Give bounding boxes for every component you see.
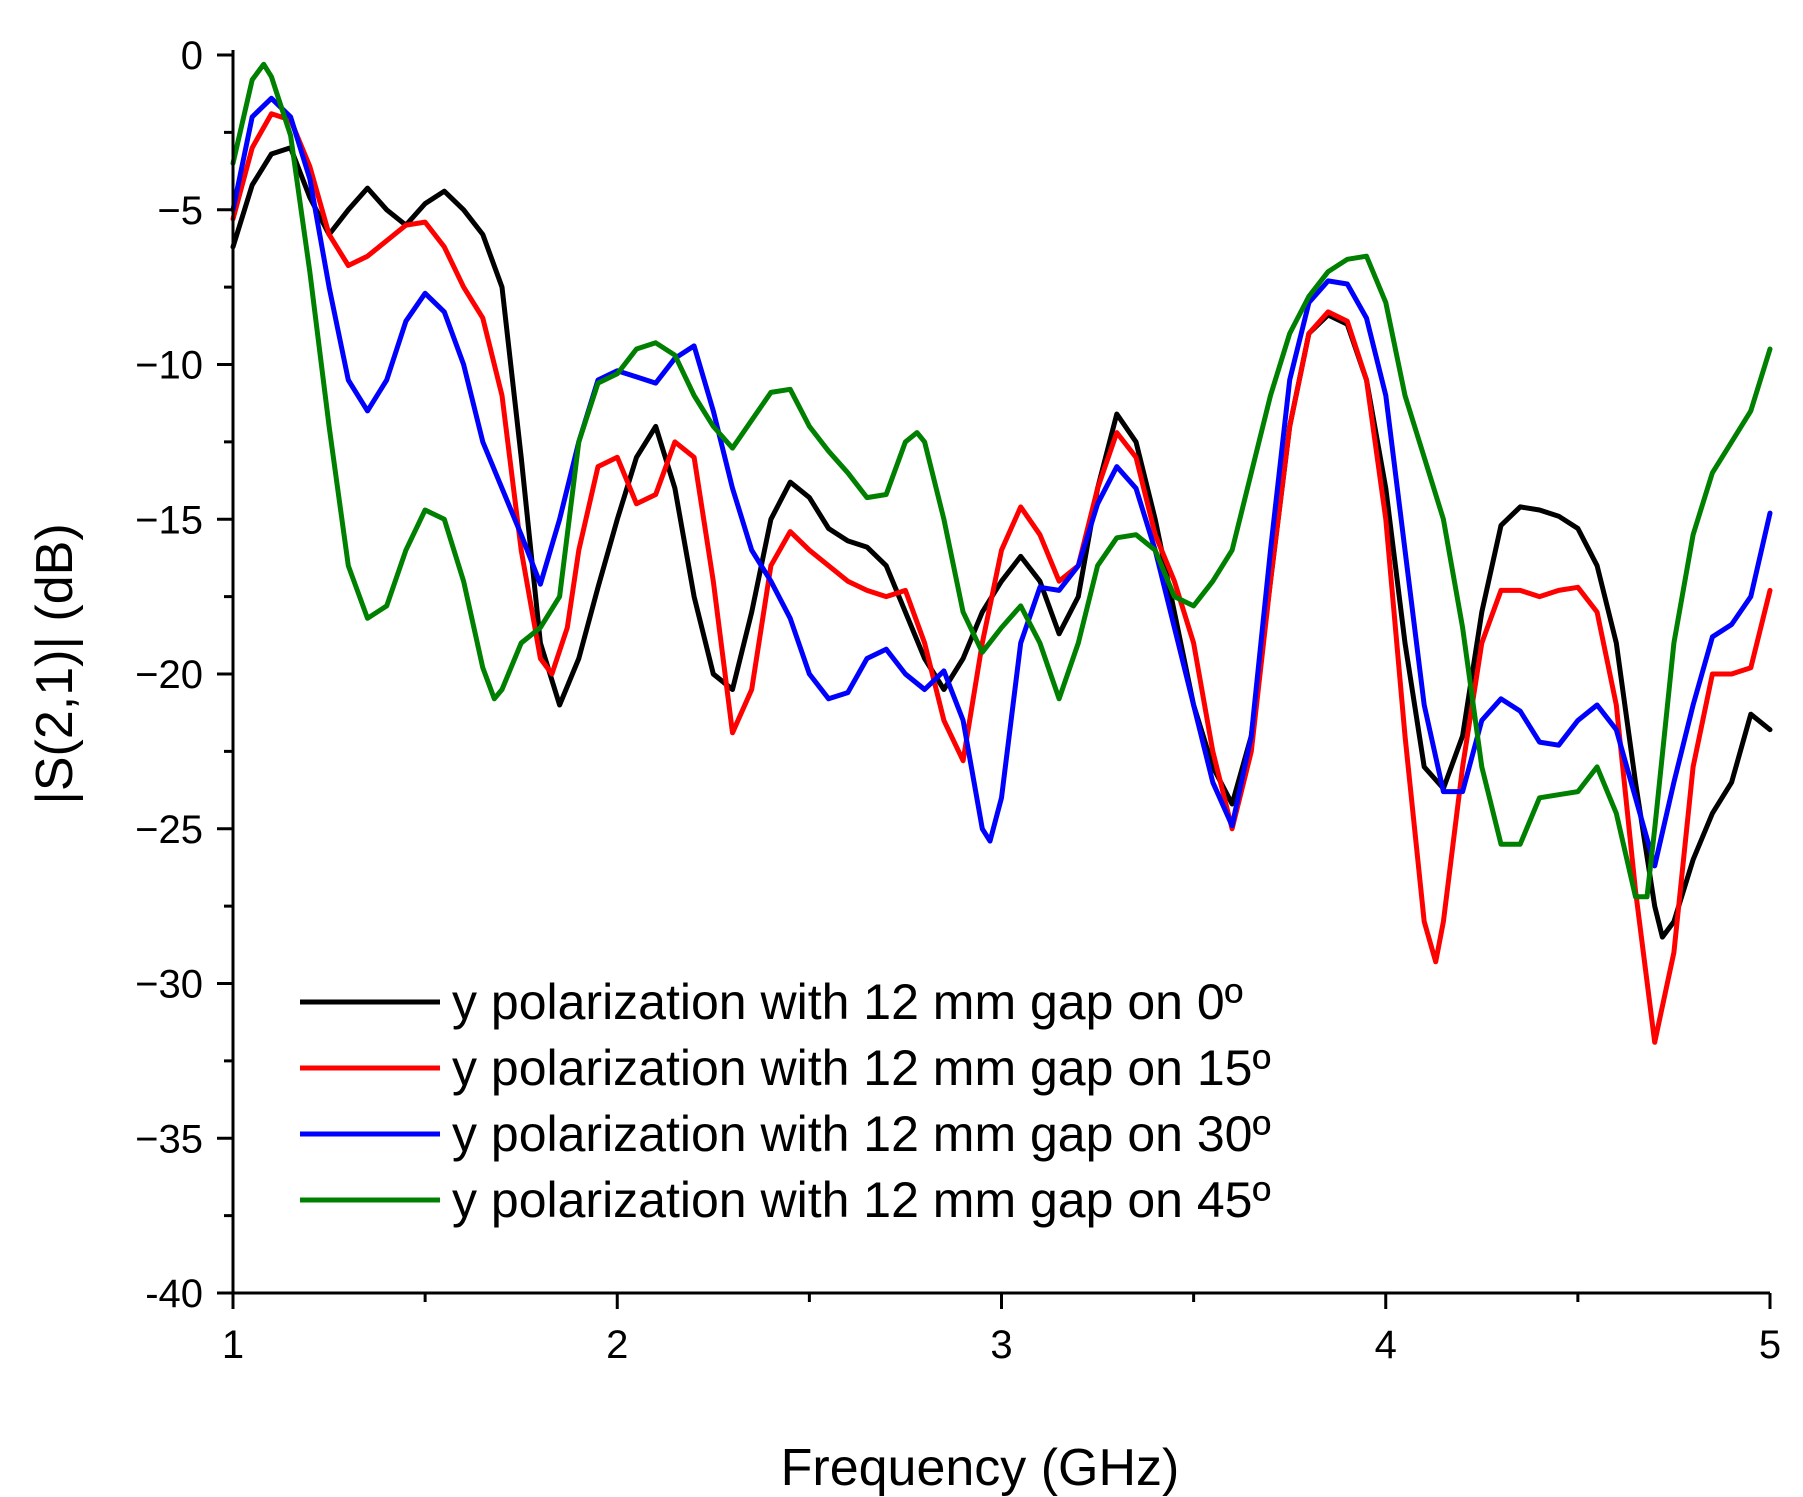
y-axis-title: |S(2,1)| (dB) (26, 523, 84, 804)
series-line-4 (230, 61, 1773, 900)
series-line-1 (230, 145, 1773, 940)
y-tick-label: −5 (157, 189, 203, 233)
x-tick-label: 5 (1759, 1323, 1781, 1367)
tick-labels: 1 2 3 4 5 0 −5 −10 −15 −20 −25 −30 −35 -40 (135, 34, 1781, 1367)
y-tick-label: -40 (145, 1272, 203, 1316)
x-tick-label: 4 (1375, 1323, 1397, 1367)
x-tick-label: 3 (990, 1323, 1012, 1367)
legend: y polarization with 12 mm gap on 0º y pol… (300, 974, 1271, 1228)
legend-label-4: y polarization with 12 mm gap on 45º (452, 1172, 1271, 1228)
y-tick-label: −30 (135, 963, 203, 1007)
legend-label-2: y polarization with 12 mm gap on 15º (452, 1040, 1271, 1096)
y-tick-label: −15 (135, 498, 203, 542)
series-line-2 (230, 111, 1773, 1045)
y-tick-label: −35 (135, 1117, 203, 1161)
y-tick-label: −20 (135, 653, 203, 697)
legend-label-1: y polarization with 12 mm gap on 0º (452, 974, 1243, 1030)
y-tick-label: −10 (135, 344, 203, 388)
tick-marks (217, 53, 1772, 1309)
x-tick-label: 1 (222, 1323, 244, 1367)
legend-label-3: y polarization with 12 mm gap on 30º (452, 1106, 1271, 1162)
y-tick-label: 0 (181, 34, 203, 78)
y-tick-label: −25 (135, 808, 203, 852)
x-tick-label: 2 (606, 1323, 628, 1367)
series-layer (230, 61, 1773, 1045)
series-line-3 (230, 95, 1773, 869)
x-axis-title: Frequency (GHz) (781, 1439, 1180, 1497)
